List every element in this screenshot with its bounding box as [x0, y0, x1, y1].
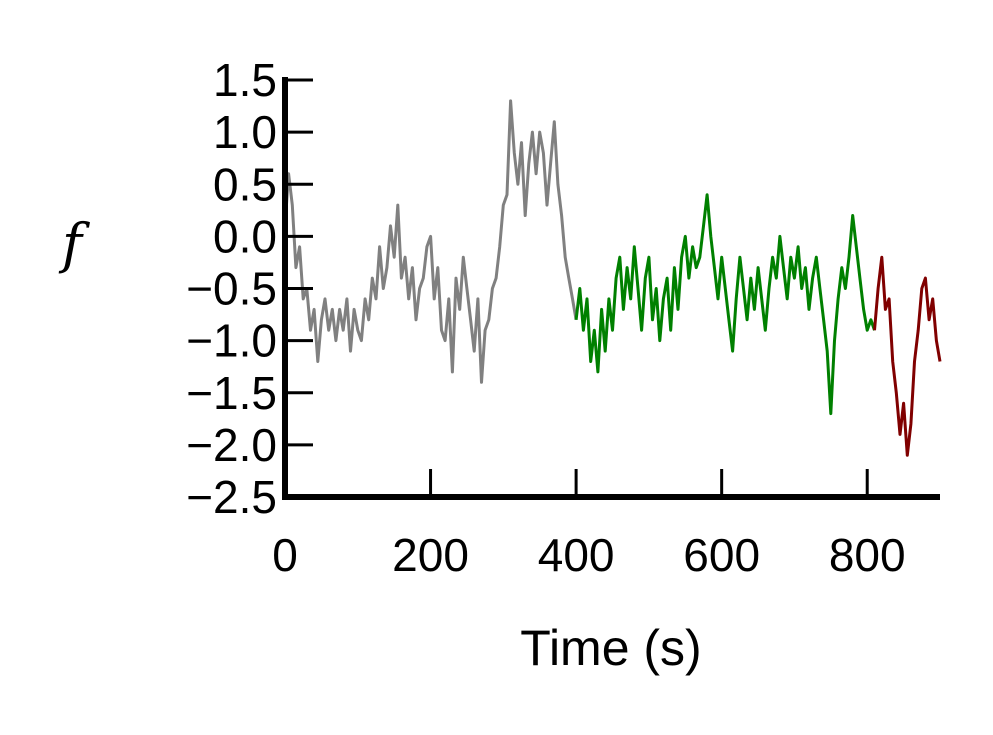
y-tick-label: 1.0	[213, 106, 277, 158]
y-tick-label: −1.5	[186, 367, 277, 419]
y-tick-label: −1.0	[186, 315, 277, 367]
y-tick-label: 0.5	[213, 158, 277, 210]
y-tick-label: 0.0	[213, 210, 277, 262]
y-tick-label: −0.5	[186, 263, 277, 315]
y-tick-label: −2.5	[186, 471, 277, 523]
y-axis-label: f	[58, 212, 90, 275]
y-tick-label: −2.0	[186, 419, 277, 471]
series-line-2	[873, 255, 942, 457]
x-tick-label: 400	[538, 529, 615, 581]
series-line-1	[574, 193, 876, 416]
series-line-0	[283, 99, 578, 384]
x-axis-label: Time (s)	[520, 620, 701, 676]
series-layer	[283, 99, 942, 457]
x-tick-label: 0	[272, 529, 298, 581]
ticks-layer: 1.51.00.50.0−0.5−1.0−1.5−2.0−2.5 0 200 400 6…	[186, 54, 905, 581]
x-tick-label: 800	[829, 529, 906, 581]
axes-layer	[282, 77, 940, 500]
y-tick-label: 1.5	[213, 54, 277, 106]
x-tick-label: 200	[392, 529, 469, 581]
x-tick-label: 600	[683, 529, 760, 581]
